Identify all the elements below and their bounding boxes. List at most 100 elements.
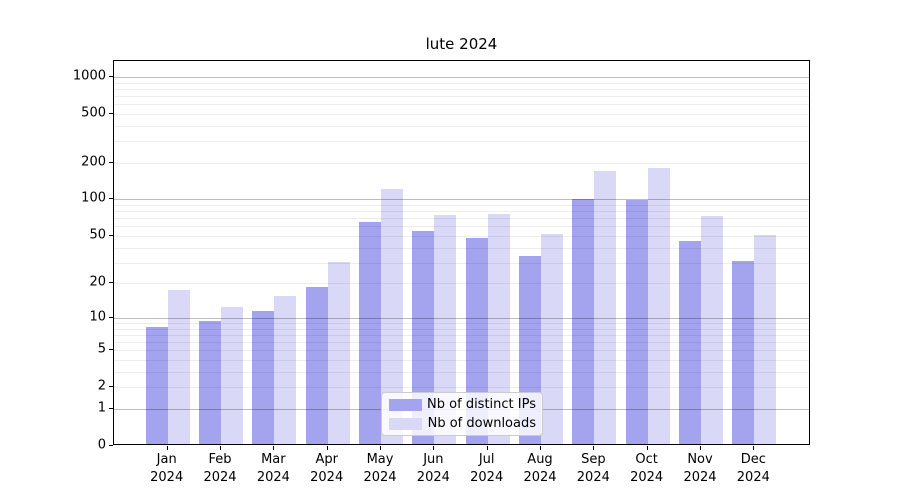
y-tick-mark [109,234,113,236]
y-tick-mark [109,198,113,200]
y-tick-label: 1000 [72,68,106,84]
x-tick-label-year: 2024 [203,470,237,485]
x-tick-label-month: Aug [527,452,553,467]
y-tick-label: 20 [89,274,106,290]
x-tick-label: Aug 2024 [510,451,570,487]
chart-title: lute 2024 [425,35,498,53]
x-tick-mark [486,446,488,450]
gridline-minor [114,113,809,115]
x-tick-label-month: Mar [261,452,286,467]
x-tick-label-year: 2024 [576,470,610,485]
x-tick-mark [753,446,755,450]
bar-distinct-ips [732,260,755,444]
x-tick-label-month: Oct [635,452,658,467]
x-tick-label: Mar 2024 [243,451,303,487]
gridline-minor [114,247,809,249]
x-tick-label: Jul 2024 [457,451,517,487]
x-tick-mark [646,446,648,450]
y-tick-label: 500 [81,105,106,121]
y-tick-mark [109,112,113,114]
x-tick-label-month: Jul [478,452,495,467]
x-tick-label: Nov 2024 [670,451,730,487]
x-tick-label-month: Jun [423,452,444,467]
x-tick-label-month: May [366,452,394,467]
legend-swatch-distinct-ips [389,398,422,411]
gridline-minor [114,342,809,344]
bar-distinct-ips [625,200,648,444]
y-tick-mark [109,316,113,318]
bar-downloads [754,235,777,444]
y-tick-mark [109,349,113,351]
x-tick-label-year: 2024 [683,470,717,485]
x-tick-label: Feb 2024 [190,451,250,487]
bar-distinct-ips [305,286,328,444]
x-tick-label-month: Sep [581,452,606,467]
y-tick-mark [109,386,113,388]
x-tick-label: May 2024 [350,451,410,487]
bar-distinct-ips [145,326,168,444]
bar-downloads [594,170,617,444]
x-tick-label: Oct 2024 [617,451,677,487]
gridline-minor [114,218,809,220]
legend-label-distinct-ips: Nb of distinct IPs [427,396,536,412]
x-tick-label-year: 2024 [150,470,184,485]
bar-distinct-ips [359,221,382,444]
gridline-minor [114,125,809,127]
y-tick-label: 100 [81,190,106,206]
bar-downloads [221,307,244,444]
x-tick-label-month: Dec [740,452,766,467]
x-tick-label-year: 2024 [736,470,770,485]
bar-downloads [327,262,350,444]
gridline-minor [114,82,809,84]
y-tick-label: 1 [97,400,106,416]
y-tick-mark [109,161,113,163]
gridline-minor [114,88,809,90]
bar-downloads [167,289,190,444]
legend: Nb of distinct IPs Nb of downloads [381,392,543,436]
gridline-minor [114,328,809,330]
legend-swatch-downloads [389,417,422,430]
x-tick-label-year: 2024 [256,470,290,485]
x-tick-mark [220,446,222,450]
bar-downloads [541,233,563,444]
bar-downloads [434,214,457,444]
y-tick-mark [109,407,113,409]
gridline-minor [114,95,809,97]
gridline-minor [114,211,809,213]
bar-distinct-ips [412,230,435,444]
gridline-minor [114,360,809,362]
gridline-minor [114,283,809,285]
gridline-minor [114,323,809,324]
y-tick-label: 50 [89,227,106,243]
y-tick-label: 200 [81,154,106,170]
x-tick-label-month: Jan [156,452,177,467]
x-tick-label-year: 2024 [523,470,557,485]
x-tick-mark [540,446,541,450]
x-tick-label-year: 2024 [470,470,504,485]
legend-row-downloads: Nb of downloads [389,415,536,431]
legend-label-downloads: Nb of downloads [427,415,536,431]
bar-downloads [274,295,297,444]
gridline-major [114,76,809,78]
gridline-minor [114,371,809,373]
y-tick-mark [109,282,113,284]
x-tick-label: Sep 2024 [563,451,623,487]
x-tick-mark [700,446,701,450]
x-tick-label: Apr 2024 [297,451,357,487]
x-tick-label-month: Nov [687,452,713,467]
bar-downloads [647,167,670,444]
gridline-minor [114,205,809,207]
bar-distinct-ips [252,311,275,444]
gridline-major [114,317,809,319]
gridline-minor [114,350,809,352]
x-tick-label-year: 2024 [416,470,450,485]
gridline-minor [114,262,809,264]
x-tick-mark [273,446,275,450]
x-tick-mark [166,446,168,450]
x-tick-mark [433,446,435,450]
y-tick-label: 5 [97,341,106,357]
bar-distinct-ips [199,321,222,444]
x-tick-label-month: Feb [208,452,232,467]
x-tick-label-year: 2024 [630,470,664,485]
